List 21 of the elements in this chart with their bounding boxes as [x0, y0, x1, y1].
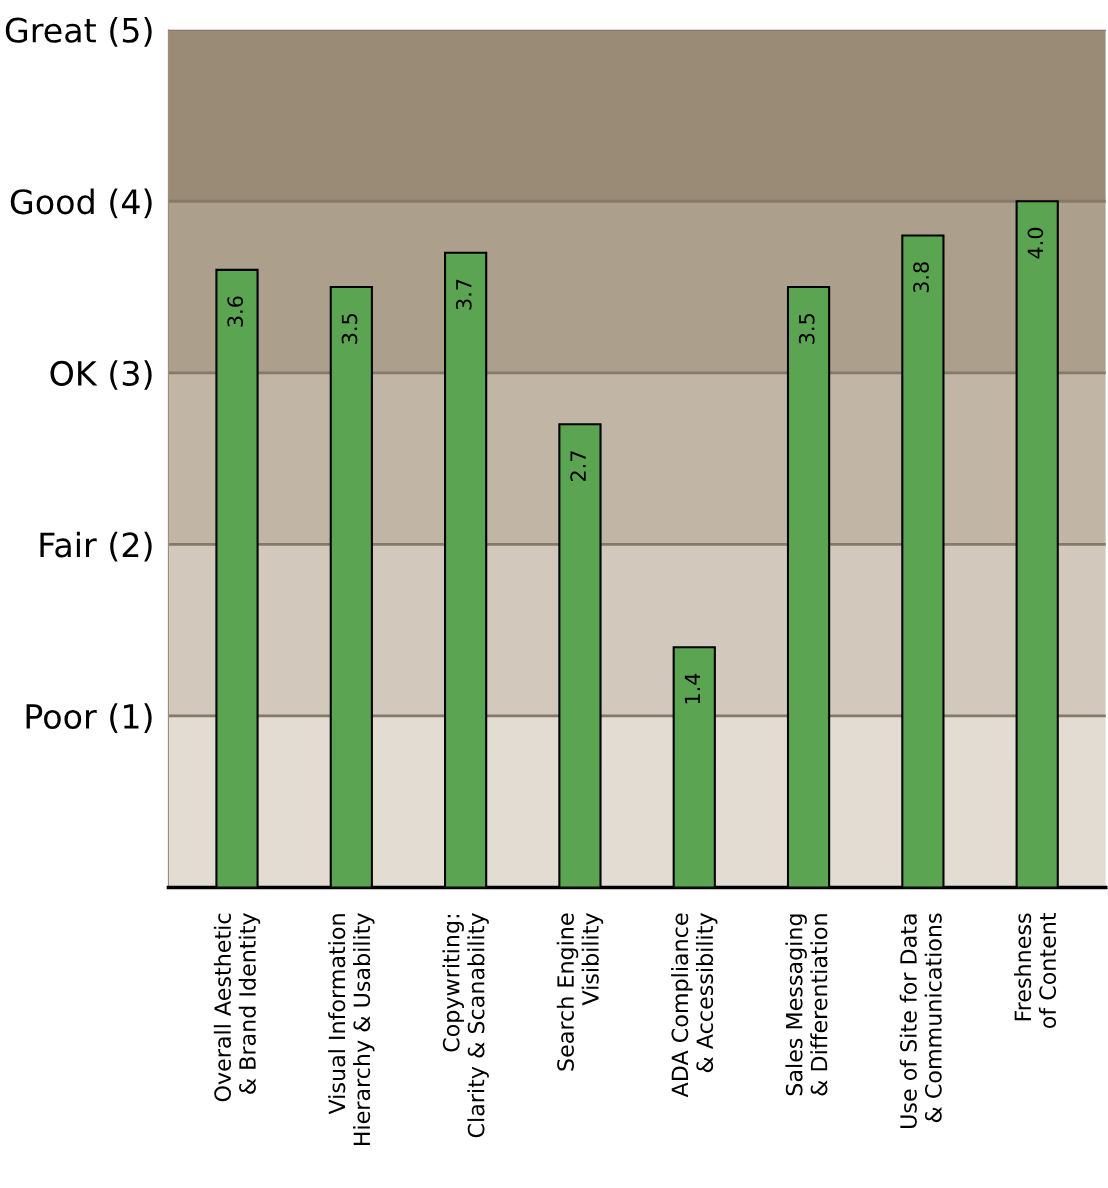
x-tick-label: Search Engine Visibility	[556, 913, 604, 1071]
x-tick-label: Freshness of Content	[1014, 912, 1057, 1029]
x-tick-label: Copywriting: Clarity & Scanability	[442, 913, 489, 1138]
x-tick-label: Overall Aesthetic & Brand Identity	[213, 913, 261, 1102]
y-tick-label: Fair (2)	[40, 531, 152, 562]
x-tick-label: Use of Site for Data & Communications	[899, 913, 942, 1128]
x-tick-label: ADA Compliance & Accessibility	[671, 913, 718, 1098]
y-tick-label: Good (4)	[10, 188, 152, 219]
data-label: 2.7	[570, 451, 586, 482]
x-tick-label: Sales Messaging & Differentiation	[785, 914, 828, 1096]
data-label: 3.5	[798, 314, 815, 344]
data-label: 3.5	[341, 314, 358, 344]
data-label: 1.4	[684, 673, 701, 704]
data-label: 3.6	[227, 296, 244, 327]
y-tick-label: Great (5)	[5, 17, 152, 47]
y-tick-label: Poor (1)	[26, 703, 152, 733]
data-label: 4.0	[1027, 227, 1044, 259]
y-tick-label: OK (3)	[50, 360, 152, 390]
x-tick-label: Visual Information Hierarchy & Usability	[328, 913, 375, 1146]
data-label: 3.8	[913, 262, 929, 293]
data-label: 3.7	[455, 279, 472, 310]
